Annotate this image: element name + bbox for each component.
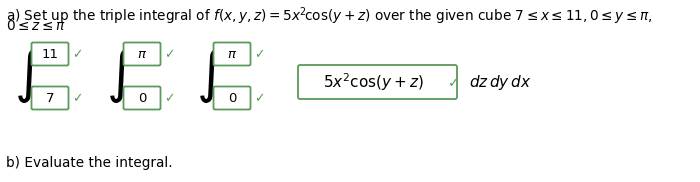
Text: $\int$: $\int$ <box>106 47 134 105</box>
FancyBboxPatch shape <box>214 86 251 110</box>
FancyBboxPatch shape <box>298 65 457 99</box>
Text: $\int$: $\int$ <box>14 47 42 105</box>
Text: $\pi$: $\pi$ <box>137 48 147 60</box>
Text: 0: 0 <box>228 92 236 104</box>
Text: $0 \leq z \leq \pi$: $0 \leq z \leq \pi$ <box>6 19 66 33</box>
Text: $\checkmark$: $\checkmark$ <box>164 92 174 104</box>
Text: $\checkmark$: $\checkmark$ <box>447 75 458 89</box>
Text: $\checkmark$: $\checkmark$ <box>254 48 265 60</box>
Text: $\int$: $\int$ <box>196 47 224 105</box>
Text: $\checkmark$: $\checkmark$ <box>164 48 174 60</box>
Text: $dz\,dy\,dx$: $dz\,dy\,dx$ <box>469 72 531 92</box>
Text: a) Set up the triple integral of $f(x, y, z) = 5x^2\!\cos(y + z)$ over the given: a) Set up the triple integral of $f(x, y… <box>6 5 652 27</box>
FancyBboxPatch shape <box>214 43 251 66</box>
Text: $\checkmark$: $\checkmark$ <box>254 92 265 104</box>
FancyBboxPatch shape <box>123 43 160 66</box>
Text: $\pi$: $\pi$ <box>227 48 237 60</box>
Text: $5x^2\cos(y + z)$: $5x^2\cos(y + z)$ <box>323 71 423 93</box>
Text: b) Evaluate the integral.: b) Evaluate the integral. <box>6 156 173 170</box>
FancyBboxPatch shape <box>32 86 69 110</box>
Text: $\checkmark$: $\checkmark$ <box>72 92 83 104</box>
Text: 0: 0 <box>138 92 146 104</box>
Text: 7: 7 <box>46 92 55 104</box>
Text: $\checkmark$: $\checkmark$ <box>72 48 83 60</box>
FancyBboxPatch shape <box>32 43 69 66</box>
FancyBboxPatch shape <box>123 86 160 110</box>
Text: 11: 11 <box>41 48 59 60</box>
